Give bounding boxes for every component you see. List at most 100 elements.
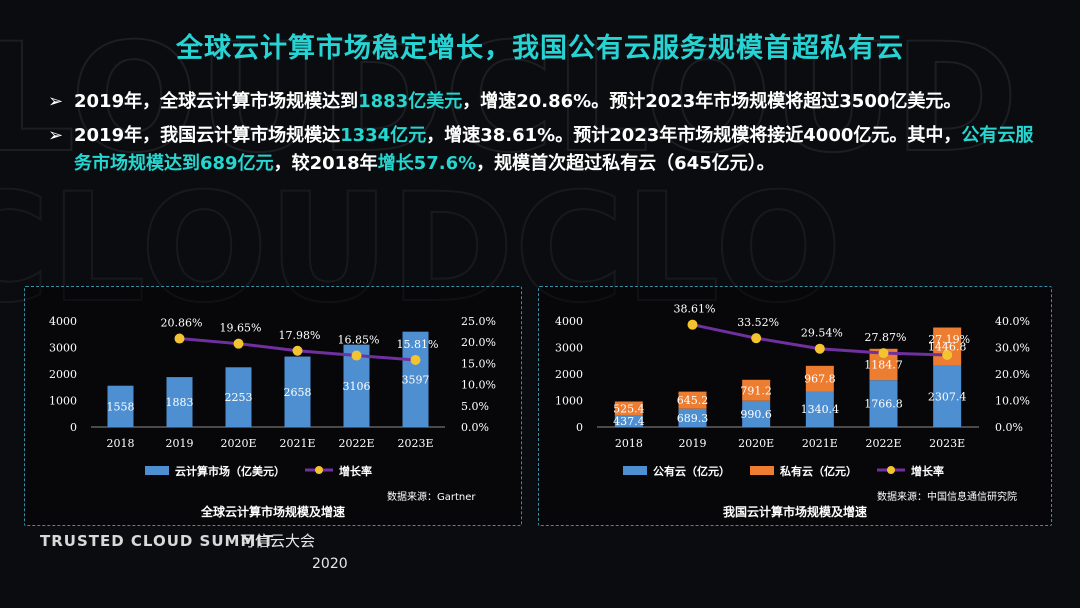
bar-data-label: 791.2 — [740, 384, 772, 397]
bar-data-label: 525.4 — [613, 402, 645, 415]
bar-data-label: 1340.4 — [801, 403, 840, 416]
arrow-bullet-icon: ➢ — [48, 125, 64, 146]
bar — [742, 379, 771, 401]
bar — [284, 356, 311, 427]
bar-data-label: 2658 — [284, 386, 312, 399]
bar — [805, 365, 834, 392]
legend-swatch — [145, 466, 169, 475]
x-tick-label: 2020E — [738, 437, 774, 450]
bar-data-label: 1883 — [166, 396, 194, 409]
bar-data-label: 689.3 — [677, 412, 709, 425]
legend-label: 增长率 — [339, 464, 372, 478]
y-tick-label: 0 — [70, 421, 77, 434]
growth-rate-label: 19.65% — [220, 322, 262, 335]
x-tick-label: 2021E — [279, 437, 315, 450]
bar — [678, 391, 707, 409]
x-tick-label: 2021E — [802, 437, 838, 450]
growth-rate-marker — [410, 354, 421, 365]
growth-rate-label: 29.54% — [801, 327, 843, 340]
growth-rate-marker — [751, 333, 762, 344]
china-cloud-chart: 0 1000 2000 3000 4000 0.0% 10.0% 20.0% 30.0% 40.0… — [555, 303, 1030, 478]
bar-data-label: 990.6 — [740, 408, 772, 421]
y2-tick-label: 20.0% — [461, 336, 496, 349]
china-cloud-chart-panel: 0 1000 2000 3000 4000 0.0% 10.0% 20.0% 30.0% 40.0… — [538, 286, 1052, 526]
y-tick-label: 4000 — [49, 315, 77, 328]
x-tick-label: 2018 — [615, 437, 643, 450]
legend-label: 增长率 — [911, 464, 944, 478]
bar-data-label: 3106 — [343, 380, 371, 393]
bullet-list: ➢ 2019年，全球云计算市场规模达到1883亿美元，增速20.86%。预计20… — [48, 88, 1048, 184]
x-tick-label: 2022E — [338, 437, 374, 450]
footer-brand: TRUSTED CLOUD SUMMIT — [40, 532, 275, 550]
global-cloud-chart: 0 1000 2000 3000 4000 0.0% 5.0% 10.0% 15.0% 20.0%… — [49, 315, 496, 478]
bullet-text: 2019年，我国云计算市场规模达1334亿元，增速38.61%。预计2023年市… — [74, 125, 1034, 174]
chart-caption: 全球云计算市场规模及增速 — [200, 505, 345, 519]
legend-marker — [315, 466, 323, 474]
footer-year: 2020 — [312, 556, 348, 572]
bar — [805, 391, 834, 427]
global-cloud-chart-panel: 0 1000 2000 3000 4000 0.0% 5.0% 10.0% 15.0% 20.0%… — [24, 286, 522, 526]
growth-rate-label: 38.61% — [674, 303, 716, 316]
y2-tick-label: 5.0% — [461, 400, 489, 413]
x-tick-label: 2020E — [220, 437, 256, 450]
bar-data-label: 1446.8 — [928, 341, 967, 354]
y2-tick-label: 0.0% — [995, 421, 1023, 434]
bar — [678, 408, 707, 427]
bar — [402, 331, 429, 427]
x-tick-label: 2022E — [865, 437, 901, 450]
y2-tick-label: 10.0% — [995, 395, 1030, 408]
growth-rate-marker — [174, 333, 185, 344]
growth-rate-marker — [292, 345, 303, 356]
bar — [107, 385, 134, 427]
bar-data-label: 645.2 — [677, 394, 709, 407]
growth-rate-label: 17.98% — [279, 329, 321, 342]
y-tick-label: 2000 — [49, 368, 77, 381]
growth-rate-label: 27.19% — [928, 333, 970, 346]
footer-event-name: 可信云大会 — [240, 532, 316, 550]
legend-label: 私有云（亿元） — [780, 464, 857, 478]
x-tick-label: 2018 — [107, 437, 135, 450]
bar-data-label: 2253 — [225, 391, 253, 404]
y2-tick-label: 10.0% — [461, 379, 496, 392]
y-tick-label: 1000 — [49, 395, 77, 408]
bar — [614, 401, 643, 416]
growth-rate-marker — [687, 319, 698, 330]
growth-rate-label: 27.87% — [865, 331, 907, 344]
legend-label: 云计算市场（亿美元） — [175, 464, 285, 478]
x-tick-label: 2019 — [679, 437, 707, 450]
y-tick-label: 2000 — [555, 368, 583, 381]
growth-rate-marker — [942, 349, 953, 360]
legend-swatch — [623, 466, 647, 475]
legend-label: 公有云（亿元） — [653, 464, 730, 478]
bar-data-label: 437.4 — [613, 415, 645, 428]
bar-data-label: 3597 — [402, 373, 430, 386]
bar-data-label: 2307.4 — [928, 390, 967, 403]
bar — [614, 415, 643, 427]
x-tick-label: 2019 — [166, 437, 194, 450]
growth-rate-marker — [351, 350, 362, 361]
y2-tick-label: 0.0% — [461, 421, 489, 434]
bullet-item: ➢ 2019年，全球云计算市场规模达到1883亿美元，增速20.86%。预计20… — [48, 88, 1048, 116]
y-tick-label: 3000 — [49, 342, 77, 355]
growth-rate-marker — [878, 348, 889, 359]
growth-rate-marker — [233, 338, 244, 349]
bar — [225, 367, 252, 427]
legend-swatch — [750, 466, 774, 475]
y2-tick-label: 30.0% — [995, 342, 1030, 355]
bullet-item: ➢ 2019年，我国云计算市场规模达1334亿元，增速38.61%。预计2023… — [48, 122, 1048, 178]
arrow-bullet-icon: ➢ — [48, 91, 64, 112]
bar-data-label: 1558 — [107, 400, 135, 413]
y-tick-label: 1000 — [555, 395, 583, 408]
x-tick-label: 2023E — [929, 437, 965, 450]
bullet-text: 2019年，全球云计算市场规模达到1883亿美元，增速20.86%。预计2023… — [74, 91, 962, 112]
y2-tick-label: 40.0% — [995, 315, 1030, 328]
bar — [933, 365, 962, 427]
bar — [869, 380, 898, 427]
growth-rate-label: 33.52% — [737, 316, 779, 329]
x-tick-label: 2023E — [397, 437, 433, 450]
bar-data-label: 1184.7 — [864, 358, 903, 371]
chart-caption: 我国云计算市场规模及增速 — [722, 505, 867, 519]
bar-data-label: 967.8 — [804, 373, 836, 386]
legend-marker — [887, 466, 895, 474]
bar — [742, 400, 771, 427]
